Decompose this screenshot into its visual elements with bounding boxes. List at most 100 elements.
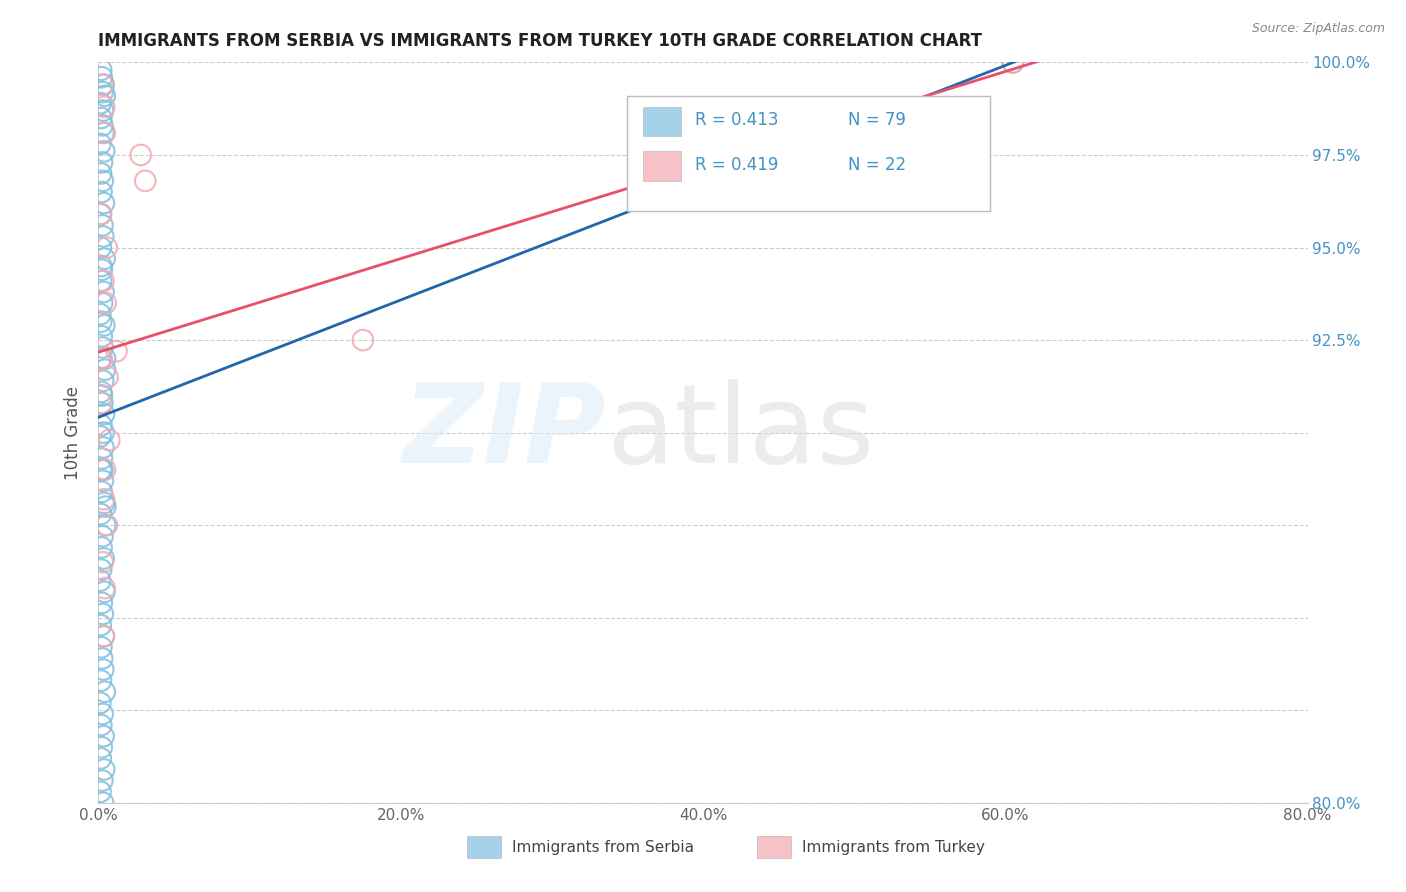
Text: Immigrants from Turkey: Immigrants from Turkey — [803, 839, 986, 855]
Point — [91, 103, 114, 118]
Point — [90, 751, 112, 765]
Point — [90, 240, 112, 254]
Point — [93, 274, 115, 288]
Text: N = 22: N = 22 — [848, 155, 907, 174]
Text: N = 79: N = 79 — [848, 112, 905, 129]
Point — [91, 474, 114, 488]
Point — [93, 126, 115, 140]
FancyBboxPatch shape — [627, 95, 990, 211]
Point — [90, 541, 112, 555]
Point — [94, 685, 117, 699]
Bar — [467, 836, 501, 858]
Text: Source: ZipAtlas.com: Source: ZipAtlas.com — [1251, 22, 1385, 36]
Point — [90, 62, 112, 77]
Point — [94, 500, 117, 514]
Point — [90, 314, 112, 328]
Point — [105, 344, 128, 359]
Point — [93, 318, 115, 333]
Point — [90, 167, 112, 181]
Point — [90, 111, 112, 125]
Point — [90, 740, 112, 755]
Point — [89, 307, 111, 321]
Text: R = 0.419: R = 0.419 — [695, 155, 778, 174]
Point — [90, 673, 112, 688]
Point — [1001, 55, 1024, 70]
Point — [90, 259, 112, 273]
Text: ZIP: ZIP — [402, 379, 606, 486]
Point — [90, 429, 112, 443]
Point — [93, 145, 115, 159]
Point — [97, 370, 120, 384]
Point — [96, 240, 118, 254]
Point — [90, 462, 112, 476]
Point — [90, 185, 112, 199]
Point — [91, 651, 114, 665]
Point — [129, 148, 152, 162]
Point — [90, 618, 112, 632]
Point — [93, 285, 115, 299]
Point — [93, 496, 115, 510]
Point — [90, 640, 112, 655]
Point — [94, 296, 117, 310]
Point — [91, 796, 114, 810]
Point — [91, 229, 114, 244]
Point — [91, 607, 114, 621]
Point — [90, 563, 112, 577]
Point — [1001, 55, 1024, 70]
Point — [91, 396, 114, 410]
Point — [90, 329, 112, 343]
Point — [90, 70, 112, 85]
Point — [90, 207, 112, 221]
Point — [91, 119, 114, 133]
Point — [91, 341, 114, 355]
Point — [91, 462, 114, 476]
Y-axis label: 10th Grade: 10th Grade — [65, 385, 83, 480]
Point — [89, 574, 111, 588]
Point — [93, 100, 115, 114]
Point — [91, 451, 114, 466]
Point — [91, 155, 114, 169]
Point — [91, 555, 114, 569]
Point — [91, 296, 114, 310]
Point — [90, 351, 112, 366]
Point — [91, 85, 114, 99]
Text: IMMIGRANTS FROM SERBIA VS IMMIGRANTS FROM TURKEY 10TH GRADE CORRELATION CHART: IMMIGRANTS FROM SERBIA VS IMMIGRANTS FRO… — [98, 32, 983, 50]
Point — [90, 484, 112, 499]
Point — [93, 196, 115, 211]
Point — [90, 262, 112, 277]
Point — [91, 374, 114, 388]
Point — [89, 136, 111, 151]
Text: Immigrants from Serbia: Immigrants from Serbia — [512, 839, 695, 855]
Bar — [643, 107, 682, 136]
Point — [90, 274, 112, 288]
Point — [91, 529, 114, 543]
Point — [93, 441, 115, 455]
Point — [96, 518, 118, 533]
Point — [91, 773, 114, 788]
Point — [90, 785, 112, 799]
Point — [91, 174, 114, 188]
Point — [94, 518, 117, 533]
Point — [352, 333, 374, 347]
Point — [93, 425, 115, 440]
Point — [90, 507, 112, 521]
Point — [94, 462, 117, 476]
Point — [94, 351, 117, 366]
Bar — [758, 836, 792, 858]
Point — [93, 78, 115, 92]
Point — [90, 596, 112, 610]
Point — [89, 696, 111, 710]
Point — [90, 351, 112, 366]
Point — [90, 718, 112, 732]
Point — [93, 492, 115, 507]
Point — [134, 174, 156, 188]
Point — [93, 407, 115, 421]
Point — [91, 388, 114, 402]
Point — [90, 418, 112, 433]
Point — [91, 219, 114, 233]
Point — [93, 584, 115, 599]
Bar — [643, 152, 682, 181]
Point — [91, 663, 114, 677]
Point — [94, 362, 117, 376]
Point — [93, 729, 115, 743]
